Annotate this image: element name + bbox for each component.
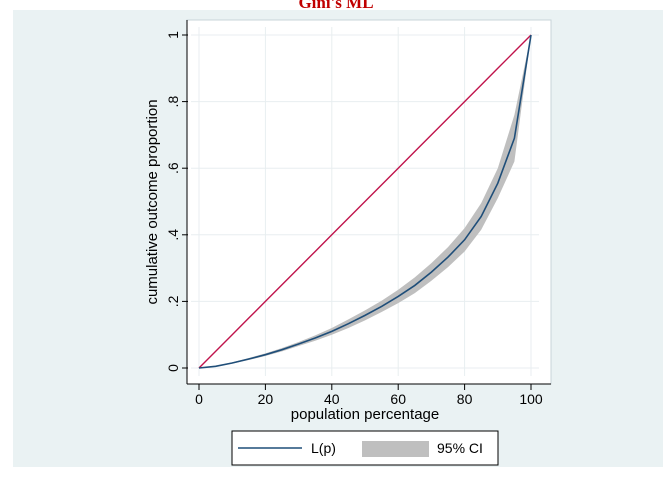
lorenz-curve-line xyxy=(198,34,532,369)
x-tick-label: 60 xyxy=(390,391,406,407)
y-tick-label: 0 xyxy=(165,364,181,372)
legend-label-ci: 95% CI xyxy=(437,440,483,456)
x-tick-label: 80 xyxy=(457,391,473,407)
chart-title: Gini's ML xyxy=(298,0,373,12)
x-tick-label: 20 xyxy=(258,391,274,407)
y-tick-label: .2 xyxy=(165,295,181,307)
legend: L(p) 95% CI xyxy=(231,430,499,466)
x-axis-title: population percentage xyxy=(291,406,439,423)
y-tick-label: .4 xyxy=(165,229,181,241)
x-tick-label: 40 xyxy=(324,391,340,407)
y-axis-title: cumulative outcome proportion xyxy=(144,99,161,304)
grid-lines xyxy=(191,27,539,376)
axes: 0 .2 .4 .6 .8 1 0 20 40 60 80 100 xyxy=(165,20,551,407)
x-tick-label: 0 xyxy=(195,391,203,407)
y-tick-label: 1 xyxy=(165,31,181,39)
legend-swatch-ci xyxy=(362,441,429,457)
legend-label-lp: L(p) xyxy=(311,440,336,456)
x-tick-label: 100 xyxy=(519,391,543,407)
plot-area xyxy=(186,19,552,385)
y-tick-label: .8 xyxy=(165,96,181,108)
series-lines-layer xyxy=(198,34,532,369)
equality-line xyxy=(198,34,532,369)
y-tick-label: .6 xyxy=(165,162,181,174)
